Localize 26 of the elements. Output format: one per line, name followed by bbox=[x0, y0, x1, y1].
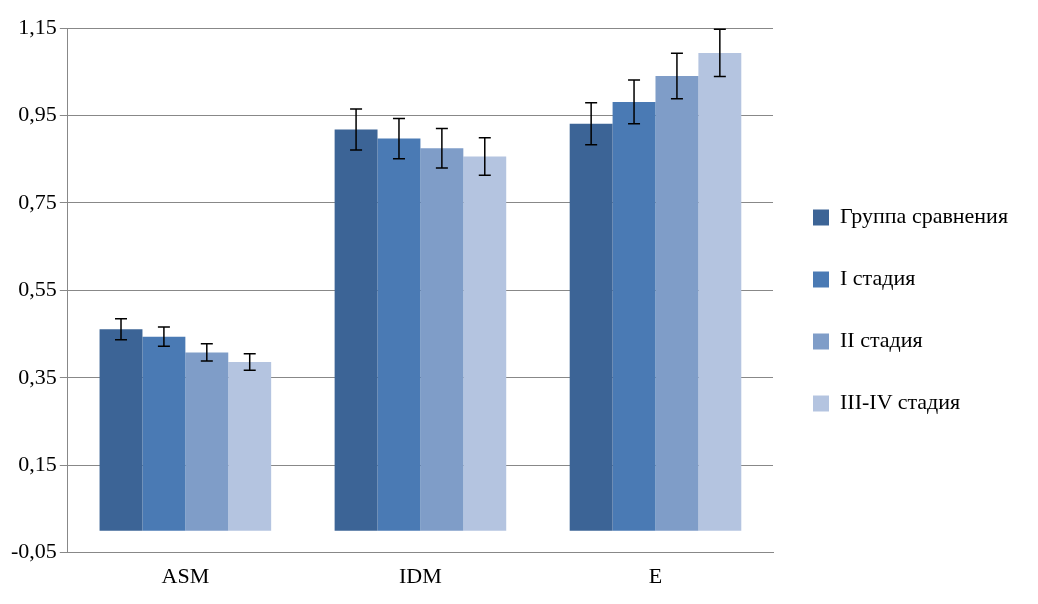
legend-label: II стадия bbox=[840, 327, 923, 353]
bar bbox=[420, 148, 464, 531]
legend-label: III-IV стадия bbox=[840, 389, 961, 415]
y-tick-label: 0,75 bbox=[18, 188, 57, 214]
y-tick-label: 0,15 bbox=[18, 450, 57, 476]
bar bbox=[185, 352, 229, 531]
y-tick-label: -0,05 bbox=[11, 538, 57, 564]
y-tick-label: 0,55 bbox=[18, 276, 57, 302]
bar bbox=[698, 52, 742, 531]
x-tick-label: IDM bbox=[399, 562, 442, 588]
legend-label: Группа сравнения bbox=[840, 203, 1009, 229]
y-tick-label: 0,35 bbox=[18, 363, 57, 389]
bar bbox=[569, 123, 613, 531]
bar bbox=[612, 101, 656, 531]
x-tick-label: E bbox=[648, 562, 663, 588]
bar bbox=[228, 362, 272, 531]
bar bbox=[463, 156, 507, 531]
bar bbox=[377, 138, 421, 531]
x-tick-label: ASM bbox=[161, 562, 210, 588]
y-tick-label: 0,95 bbox=[18, 101, 57, 127]
y-tick-label: 1,15 bbox=[18, 13, 57, 39]
bar bbox=[655, 76, 699, 531]
bar bbox=[99, 329, 143, 531]
bar bbox=[334, 129, 378, 531]
legend-label: I стадия bbox=[840, 265, 916, 291]
bar bbox=[142, 336, 186, 531]
